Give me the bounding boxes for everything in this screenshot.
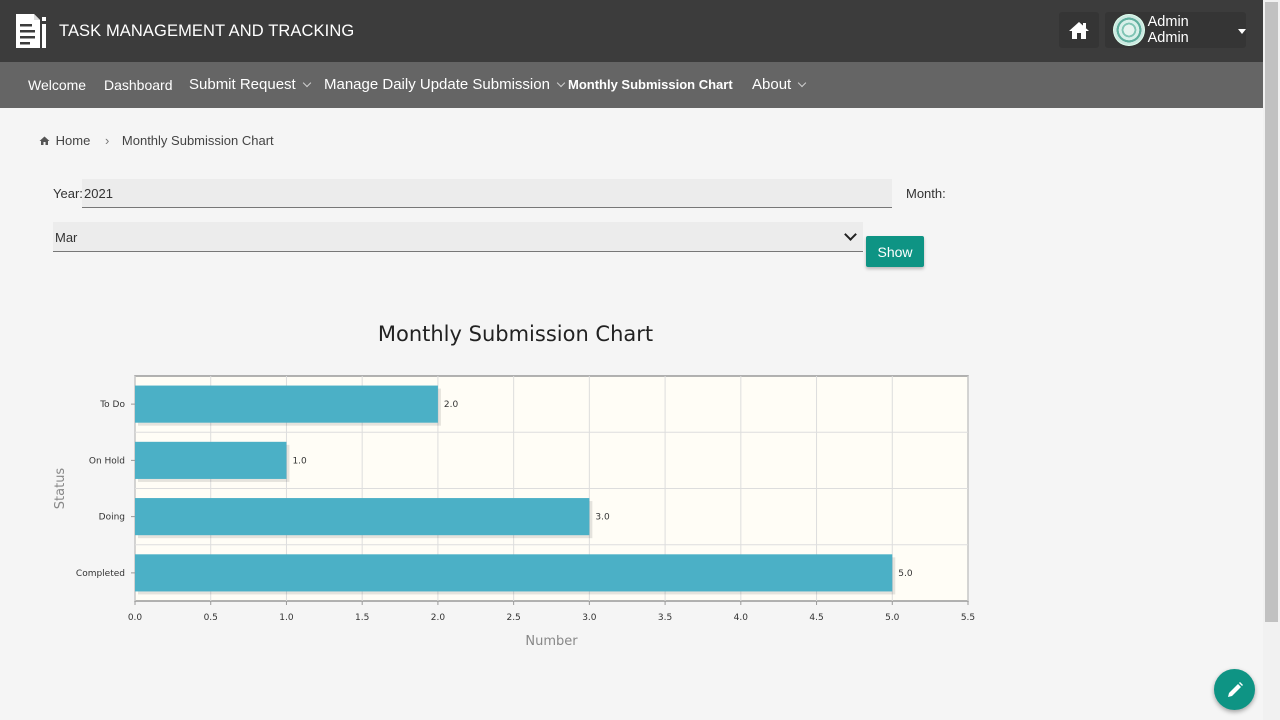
- user-menu-button[interactable]: Admin Admin: [1105, 12, 1246, 48]
- breadcrumb-current: Monthly Submission Chart: [121, 133, 274, 148]
- y-tick-label: Doing: [99, 513, 125, 523]
- chevron-down-icon: [797, 78, 807, 88]
- avatar: [1113, 14, 1145, 46]
- nav-manage-daily-update[interactable]: Manage Daily Update Submission: [324, 62, 566, 108]
- edit-fab-button[interactable]: [1214, 669, 1255, 710]
- x-tick-label: 5.5: [961, 613, 975, 623]
- nav-submit-request-label: Submit Request: [189, 76, 296, 93]
- chevron-down-icon: [844, 228, 857, 241]
- nav-dashboard[interactable]: Dashboard: [104, 62, 173, 108]
- x-tick-label: 5.0: [885, 613, 900, 623]
- breadcrumb-home-link[interactable]: Home: [55, 133, 91, 148]
- bar: [135, 498, 590, 536]
- nav-about[interactable]: About: [752, 62, 807, 108]
- show-button[interactable]: Show: [866, 236, 924, 267]
- home-button[interactable]: [1059, 12, 1099, 48]
- nav-manage-daily-update-label: Manage Daily Update Submission: [324, 76, 550, 93]
- data-label: 1.0: [292, 456, 307, 466]
- y-axis-label: Status: [53, 468, 68, 510]
- x-tick-label: 2.5: [506, 613, 520, 623]
- month-label: Month:: [906, 186, 946, 201]
- x-tick-label: 2.0: [431, 613, 446, 623]
- breadcrumb: Home › Monthly Submission Chart: [39, 133, 274, 148]
- bar: [135, 554, 893, 592]
- nav-welcome[interactable]: Welcome: [28, 62, 86, 108]
- home-icon: [39, 136, 50, 145]
- month-select[interactable]: Mar: [53, 222, 863, 252]
- nav-about-label: About: [752, 76, 792, 93]
- x-tick-label: 3.0: [582, 613, 597, 623]
- bar: [135, 385, 438, 423]
- y-tick-label: To Do: [99, 400, 125, 410]
- x-axis-label: Number: [525, 634, 578, 649]
- app-title: TASK MANAGEMENT AND TRACKING: [59, 22, 355, 40]
- nav-monthly-submission-chart-label: Monthly Submission Chart: [568, 77, 733, 92]
- x-tick-label: 4.5: [809, 613, 823, 623]
- chevron-down-icon: [556, 78, 566, 88]
- caret-down-icon: [1238, 28, 1246, 34]
- data-label: 3.0: [595, 513, 610, 523]
- x-tick-label: 4.0: [734, 613, 749, 623]
- x-tick-label: 1.0: [279, 613, 294, 623]
- x-tick-label: 3.5: [658, 613, 672, 623]
- x-tick-label: 0.0: [128, 613, 143, 623]
- chart-title: Monthly Submission Chart: [377, 322, 654, 346]
- user-name: Admin Admin: [1147, 14, 1189, 46]
- monthly-submission-chart: Monthly Submission Chart 0.0 0.5 1.0 1.5 2.0…: [40, 310, 1000, 660]
- nav-dashboard-label: Dashboard: [104, 77, 173, 93]
- home-icon: [1069, 21, 1089, 39]
- main-nav: Welcome Dashboard Submit Request Manage …: [0, 62, 1263, 108]
- nav-welcome-label: Welcome: [28, 77, 87, 93]
- year-label: Year:: [53, 186, 83, 201]
- year-input[interactable]: [82, 179, 892, 208]
- chart-svg: 0.0 0.5 1.0 1.5 2.0 2.5 3.0 3.5 4.0 4.5 5.0 5.5 2.0 T…: [53, 375, 975, 649]
- pencil-icon: [1227, 681, 1243, 697]
- data-label: 2.0: [444, 400, 459, 410]
- breadcrumb-separator-icon: ›: [104, 133, 110, 148]
- nav-submit-request[interactable]: Submit Request: [189, 62, 311, 108]
- data-label: 5.0: [898, 569, 913, 579]
- month-select-value: Mar: [55, 230, 78, 245]
- x-tick-label: 1.5: [355, 613, 369, 623]
- top-header: TASK MANAGEMENT AND TRACKING Admin Admin: [0, 0, 1263, 62]
- document-logo-icon[interactable]: [14, 13, 48, 49]
- y-tick-label: Completed: [76, 569, 125, 579]
- page-scrollbar-thumb[interactable]: [1265, 2, 1278, 622]
- bar: [135, 441, 287, 479]
- x-tick-label: 0.5: [204, 613, 218, 623]
- chevron-down-icon: [302, 78, 311, 88]
- nav-monthly-submission-chart[interactable]: Monthly Submission Chart: [568, 62, 733, 108]
- y-tick-label: On Hold: [89, 456, 125, 466]
